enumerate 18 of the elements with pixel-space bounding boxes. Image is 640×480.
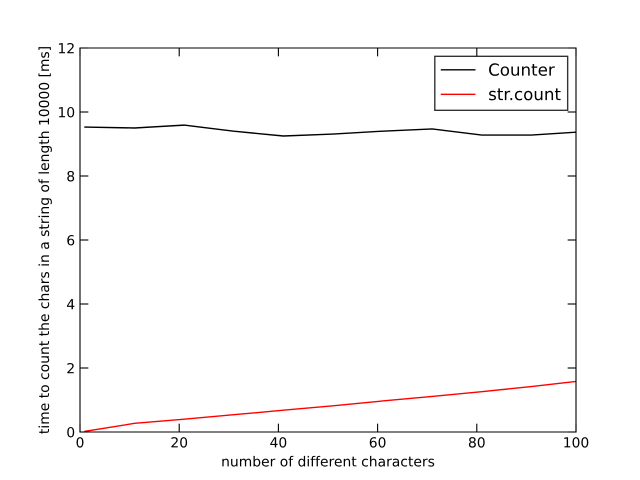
x-tick-label: 40 [270, 437, 286, 448]
y-tick-label: 10 [58, 106, 74, 118]
y-tick-label: 4 [66, 299, 74, 310]
y-tick-label: 6 [67, 234, 74, 246]
y-axis-title: time to count the chars in a string of length 10000 [ms] [38, 47, 52, 434]
line-series [84, 380, 576, 432]
x-tick-label: 100 [564, 437, 588, 448]
x-tick-label: 20 [171, 437, 188, 448]
y-tick-label: 8 [67, 170, 74, 182]
x-tick-label: 0 [76, 437, 84, 448]
legend-label: Counter [489, 63, 555, 76]
y-tick-label: 0 [67, 426, 74, 438]
legend-label: str.count [489, 88, 561, 100]
x-tick-label: 60 [370, 437, 386, 448]
x-tick-label: 80 [468, 437, 485, 448]
x-axis-title: number of different characters [222, 456, 434, 467]
y-tick-label: 2 [67, 362, 74, 374]
y-tick-label: 12 [58, 42, 74, 54]
